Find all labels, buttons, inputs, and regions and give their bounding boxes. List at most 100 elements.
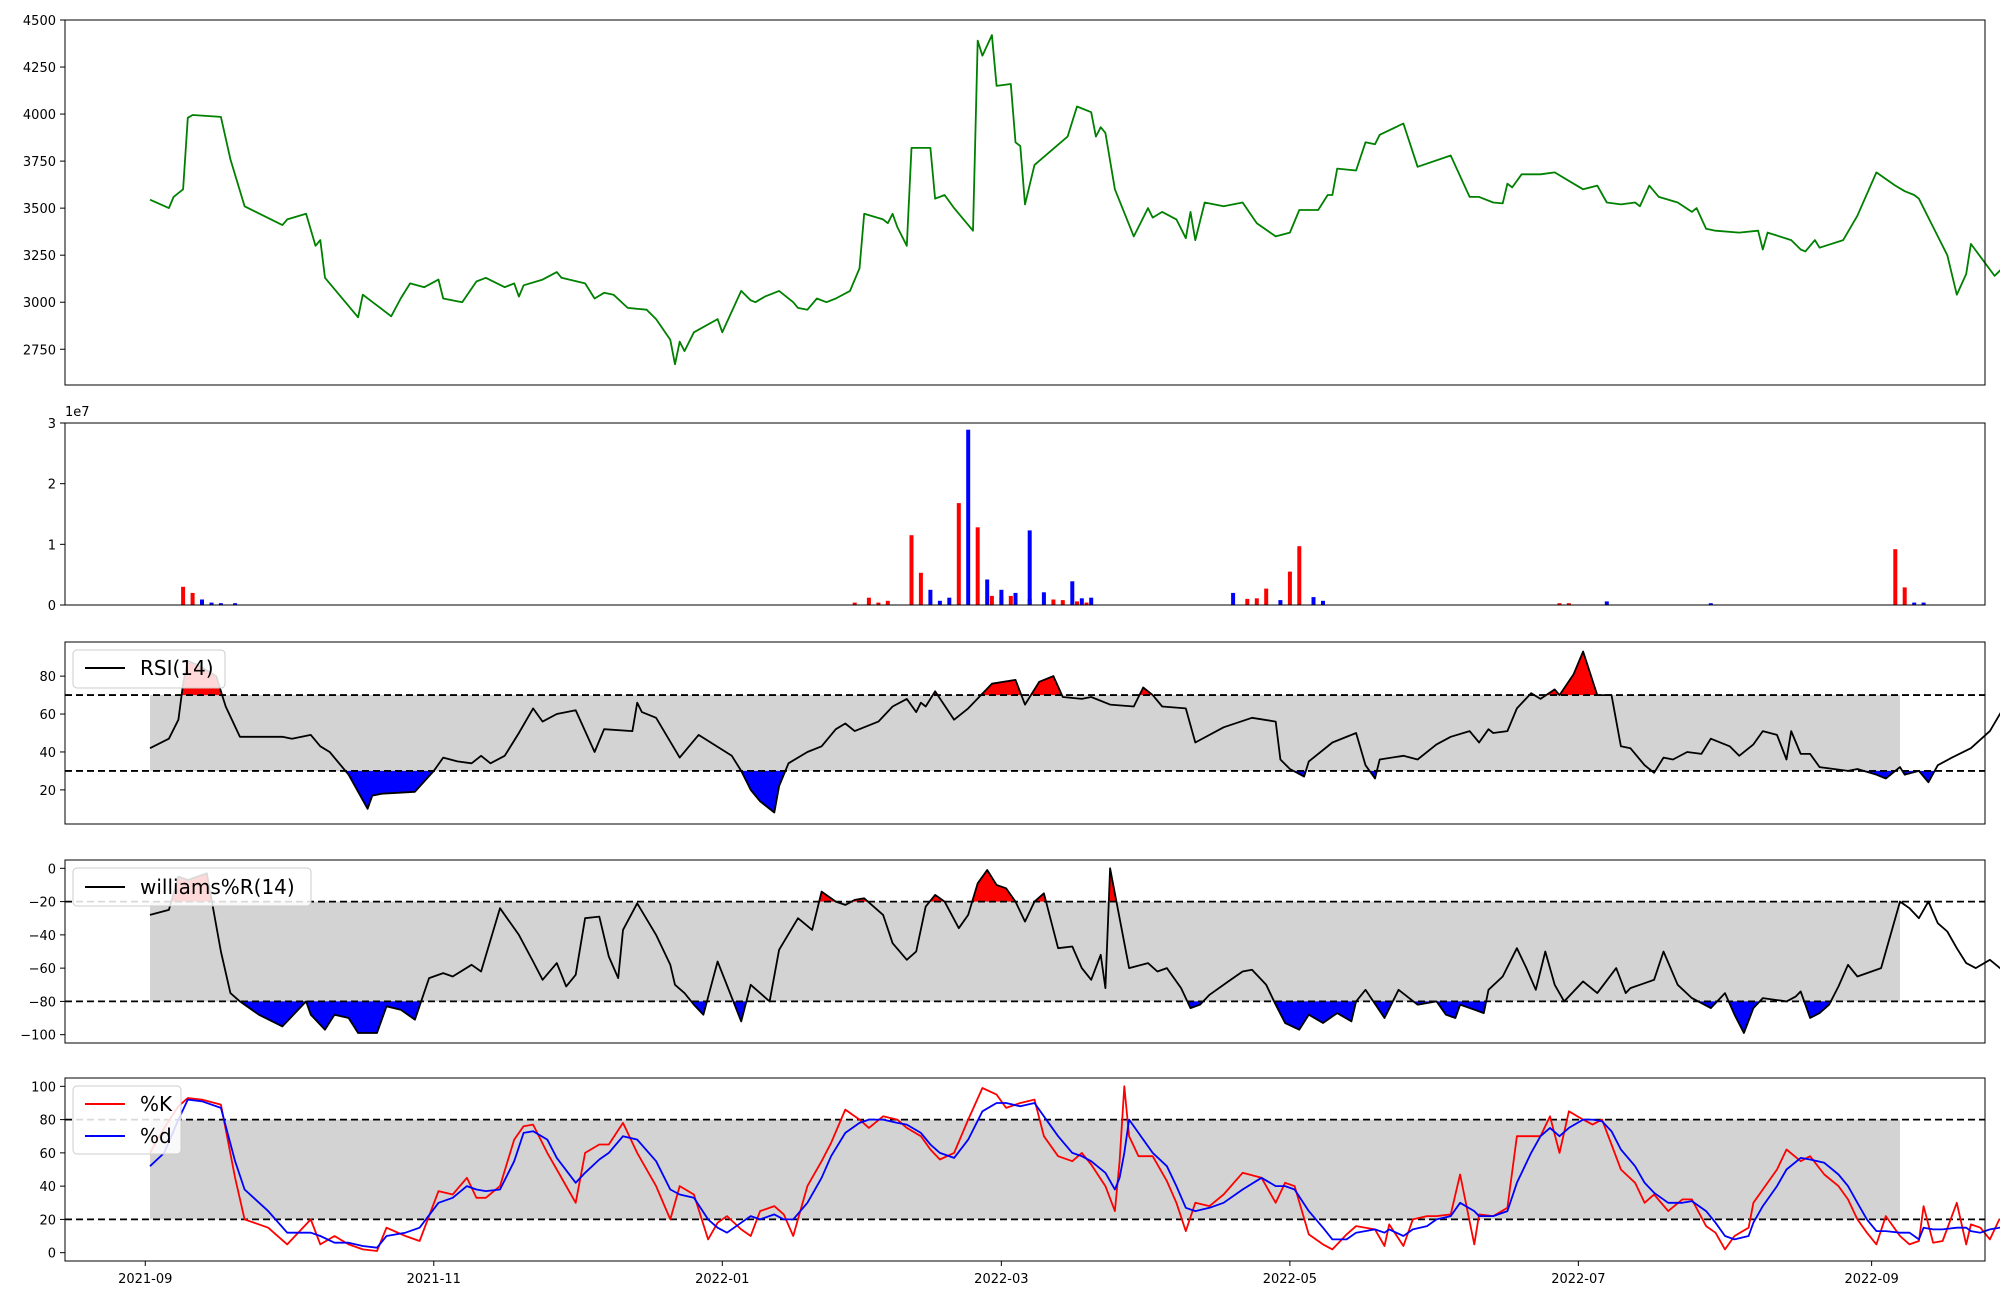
volume-bar <box>1321 600 1325 605</box>
volume-bar <box>1708 603 1713 605</box>
series-line <box>149 650 2000 814</box>
volume-bar <box>989 595 994 605</box>
volume-bar <box>1566 603 1571 605</box>
volume-bar <box>1079 598 1084 605</box>
oversold-fill <box>306 1001 422 1033</box>
y-tick-label: 0 <box>48 862 56 877</box>
volume-bar <box>1070 581 1075 605</box>
x-tick-label: 2022-01 <box>695 1272 749 1287</box>
williams-series <box>65 867 2000 1034</box>
overbought-fill <box>1559 651 1598 696</box>
y-tick-label: 3000 <box>23 296 56 311</box>
volume-bar <box>1075 601 1079 605</box>
volume-bar <box>866 597 871 605</box>
x-tick-label: 2022-03 <box>974 1272 1028 1287</box>
y-tick-label: 60 <box>39 1147 56 1162</box>
rsi-series <box>65 650 2000 814</box>
rsi-legend-label: RSI(14) <box>140 656 214 680</box>
volume-bar <box>1893 549 1898 605</box>
stochastic-legend: %K %d <box>72 1085 182 1155</box>
volume-bar <box>209 602 214 605</box>
y-tick-label: 40 <box>39 1180 56 1195</box>
volume-bar <box>1008 595 1013 605</box>
volume-bar <box>1264 588 1269 605</box>
williams-axes-frame <box>64 859 1986 1044</box>
volume-axes-frame <box>64 422 1986 606</box>
volume-bar <box>956 503 961 605</box>
oversold-fill <box>733 1001 747 1022</box>
price-series <box>149 34 2000 366</box>
y-tick-label: 3 <box>48 417 56 432</box>
price-panel: 2750 3000 3250 3500 3750 4000 4250 4500 <box>23 14 2000 386</box>
volume-y-axis: 0 1 2 3 <box>48 417 65 614</box>
y-tick-label: 4500 <box>23 14 56 29</box>
y-tick-label: 80 <box>39 670 56 685</box>
volume-bar <box>876 602 881 605</box>
price-line <box>149 34 2000 366</box>
y-tick-label: 2 <box>48 478 56 493</box>
y-tick-label: 80 <box>39 1114 56 1129</box>
volume-bar <box>1297 546 1302 605</box>
volume-bar <box>1245 598 1250 605</box>
oversold-fill <box>1373 1001 1393 1018</box>
volume-bar <box>1278 600 1283 605</box>
oversold-fill <box>1804 1001 1831 1018</box>
y-tick-label: 4000 <box>23 108 56 123</box>
volume-bar <box>928 589 933 605</box>
rsi-axes-frame <box>64 641 1986 825</box>
x-tick-label: 2022-07 <box>1551 1272 1605 1287</box>
y-tick-label: −80 <box>29 995 56 1010</box>
x-tick-label: 2021-11 <box>407 1272 461 1287</box>
volume-bar <box>233 603 238 605</box>
volume-bar <box>1912 602 1917 605</box>
williams-panel: 0 −20 −40 −60 −80 −100 williams%R(14) <box>20 859 2000 1044</box>
series-line <box>149 1098 2000 1249</box>
x-tick-label: 2022-05 <box>1263 1272 1317 1287</box>
volume-bar <box>909 535 914 605</box>
y-tick-label: 4250 <box>23 61 56 76</box>
oversold-fill <box>1436 1001 1487 1018</box>
volume-bar <box>200 599 204 605</box>
volume-bar <box>1231 592 1236 605</box>
threshold-band <box>150 901 1900 1002</box>
threshold-band <box>150 695 1900 771</box>
overbought-fill <box>1030 676 1062 696</box>
volume-bar <box>181 586 186 605</box>
oversold-fill <box>1187 1001 1204 1009</box>
volume-bar <box>975 527 980 605</box>
volume-bar <box>1027 530 1032 605</box>
volume-bar <box>1921 602 1926 605</box>
overbought-fill <box>981 679 1022 696</box>
rsi-legend: RSI(14) <box>72 649 226 689</box>
y-tick-label: 100 <box>31 1080 56 1095</box>
volume-bar <box>966 429 971 605</box>
volume-bar <box>1902 587 1907 605</box>
price-axes-frame <box>64 19 1986 386</box>
y-tick-label: 2750 <box>23 343 56 358</box>
price-y-axis: 2750 3000 3250 3500 3750 4000 4250 4500 <box>23 14 65 358</box>
y-tick-label: 3250 <box>23 249 56 264</box>
y-tick-label: 0 <box>48 1247 56 1262</box>
volume-bar <box>218 603 223 605</box>
y-tick-label: 20 <box>39 1213 56 1228</box>
y-tick-label: −20 <box>29 896 56 911</box>
volume-offset-label: 1e7 <box>65 405 90 420</box>
stochastic-series <box>65 1085 2000 1252</box>
y-tick-label: 20 <box>39 784 56 799</box>
oversold-fill <box>1728 1001 1760 1033</box>
volume-bar <box>1051 599 1056 605</box>
y-tick-label: −100 <box>20 1029 56 1044</box>
oversold-fill <box>1918 770 1935 783</box>
williams-legend-label: williams%R(14) <box>140 875 295 899</box>
volume-bar <box>1089 597 1094 605</box>
series-line <box>149 867 2000 1034</box>
y-tick-label: 1 <box>48 538 56 553</box>
rsi-y-axis: 20 40 60 80 <box>39 670 65 799</box>
volume-bar <box>1557 603 1562 605</box>
volume-bar <box>1287 571 1292 605</box>
volume-panel: 0 1 2 3 1e7 <box>48 405 1986 614</box>
stochastic-y-axis: 0 20 40 60 80 100 <box>31 1080 65 1262</box>
k-legend-label: %K <box>140 1092 173 1116</box>
